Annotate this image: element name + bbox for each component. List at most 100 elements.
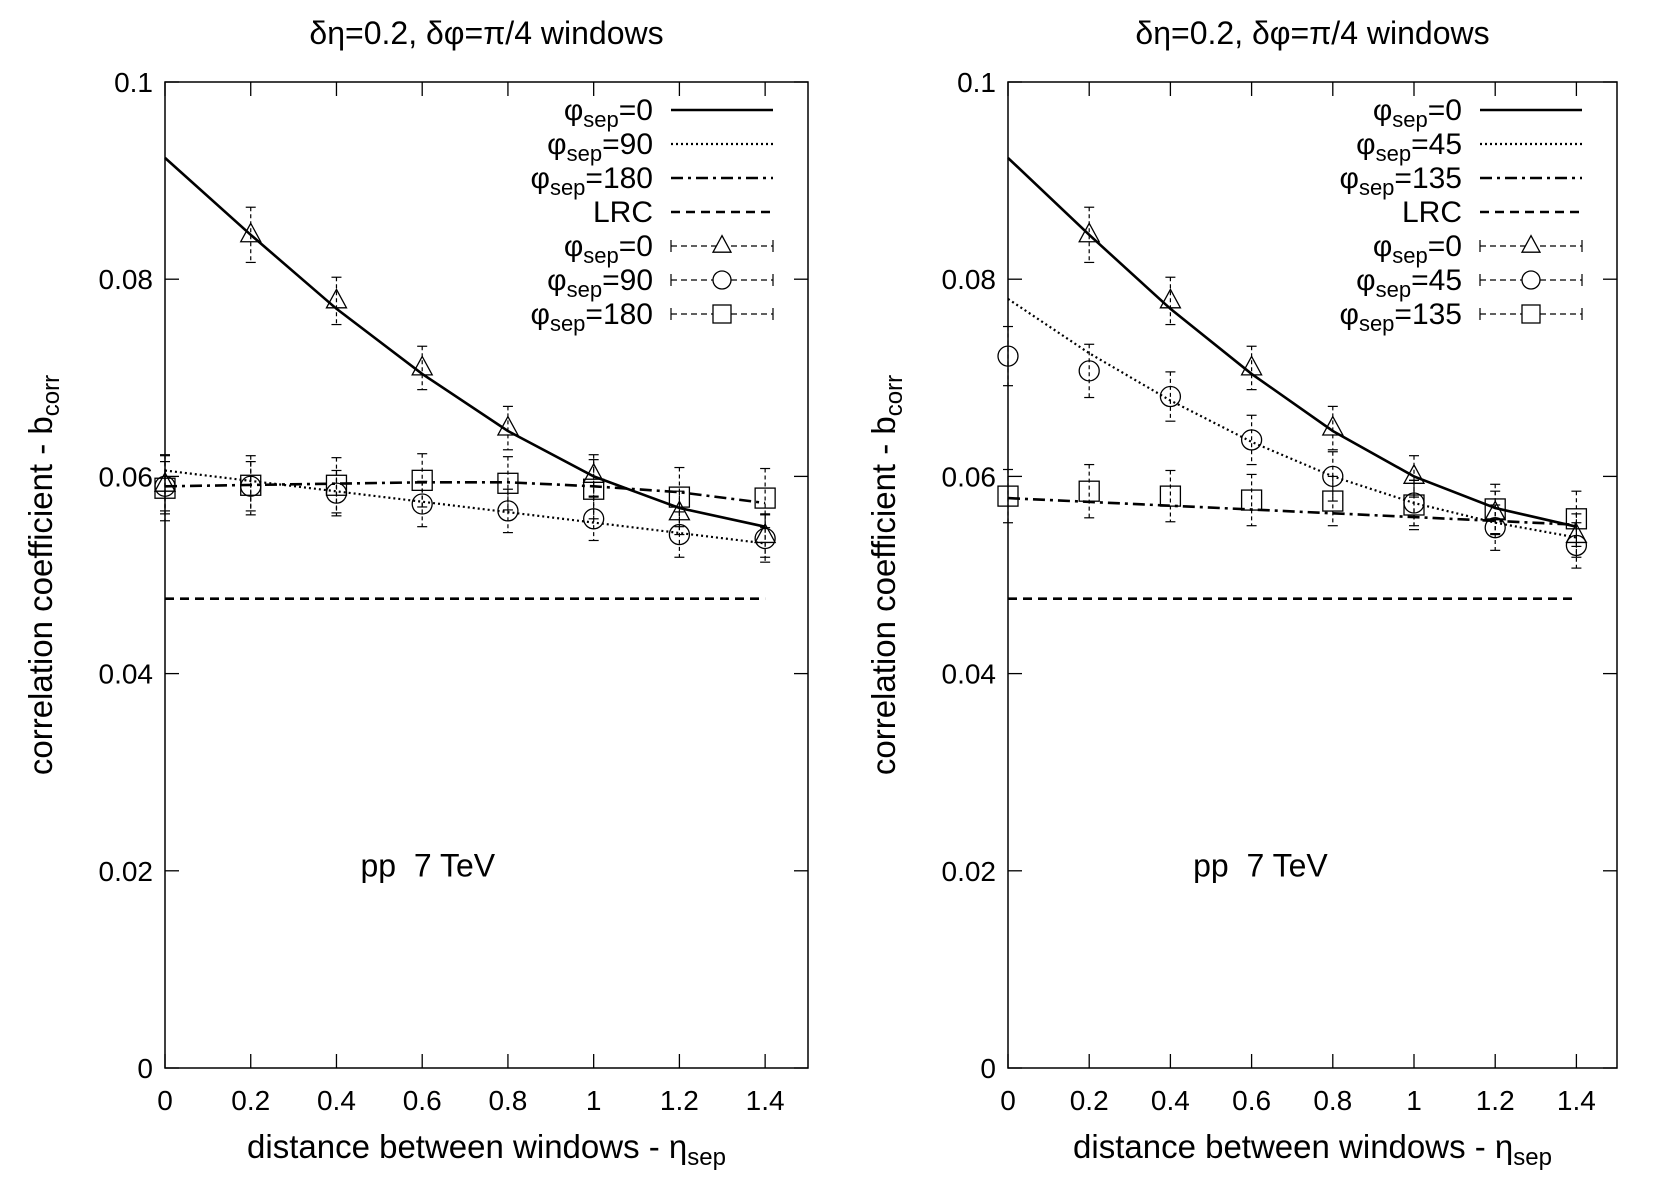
data-point-circle [1159,385,1182,408]
y-tick-label: 0 [980,1053,996,1084]
x-tick-label: 1.2 [660,1085,699,1116]
legend-label: φsep=0 [1373,94,1462,132]
y-tick-label: 0.04 [99,659,154,690]
data-series-1 [997,325,1588,569]
data-point-triangle [754,522,777,544]
data-point-circle [754,527,776,550]
legend-label: φsep=90 [547,128,653,166]
legend-marker-square [712,304,732,324]
x-tick-label: 1.2 [1476,1085,1515,1116]
x-tick-label: 0.2 [1070,1085,1109,1116]
data-point-square [411,469,433,491]
x-axis-label: distance between windows - ηsep [247,1128,726,1171]
data-point-circle [411,493,433,515]
x-tick-label: 1.4 [746,1085,785,1116]
x-tick-label: 0.6 [1232,1085,1271,1116]
plot-frame [1007,81,1618,1069]
legend-label: φsep=0 [564,230,653,268]
y-tick-label: 0.08 [99,264,154,295]
fit-curve-1 [1007,297,1577,539]
data-point-circle [1484,517,1506,539]
legend-label: φsep=180 [530,298,653,336]
data-point-triangle [1078,221,1101,243]
legend-marker-square [1521,304,1541,324]
data-point-triangle [239,221,262,243]
data-point-square [325,474,348,496]
annotation-text: pp 7 TeV [360,848,495,884]
data-series-2 [997,463,1588,548]
annotation-text: pp 7 TeV [1193,848,1328,884]
legend-label: φsep=135 [1339,162,1462,200]
data-point-circle [997,345,1019,367]
y-tick-label: 0.06 [942,461,997,492]
data-point-square [1565,508,1588,530]
legend-label: φsep=45 [1356,128,1462,166]
x-tick-label: 0 [1000,1085,1016,1116]
x-tick-label: 0.8 [1313,1085,1352,1116]
y-tick-label: 0.04 [942,659,997,690]
x-tick-label: 0.4 [317,1085,356,1116]
data-point-triangle [325,288,348,309]
x-tick-label: 1.4 [1557,1085,1596,1116]
fit-curve-0 [1007,156,1577,528]
y-axis-label: correlation coefficient - bcorr [865,375,908,775]
data-point-square [1403,494,1425,516]
x-tick-label: 0.6 [403,1085,442,1116]
x-tick-label: 1 [586,1085,602,1116]
data-point-square [240,474,262,496]
legend-label: φsep=135 [1339,298,1462,336]
y-tick-label: 0.02 [942,856,997,887]
y-axis-label: correlation coefficient - bcorr [22,375,65,775]
x-tick-label: 0.4 [1151,1085,1190,1116]
data-series-0 [1078,206,1588,558]
data-point-square [1322,490,1344,512]
legend-label: LRC [593,196,653,229]
legend-label: φsep=45 [1356,264,1462,302]
data-point-triangle [1321,415,1344,436]
data-point-circle [1240,429,1263,451]
fit-curve-2 [164,480,766,505]
data-point-square [1240,489,1263,511]
data-point-square [1484,498,1506,520]
data-point-square [1159,485,1182,507]
x-tick-label: 0 [157,1085,173,1116]
legend-marker-triangle [1520,234,1542,253]
fit-curve-2 [1007,496,1577,526]
chart-panel-left: 0 0.2 0.4 0.6 0.8 1 1.2 1.4 0 0.02 0.04 0.06 0.08 0.1… [22,15,809,1171]
fit-curve-0 [164,156,766,528]
data-point-square [754,487,776,509]
y-tick-label: 0.1 [957,67,996,98]
data-series-2 [154,453,776,529]
chart-title: δη=0.2, δφ=π/4 windows [1135,15,1489,51]
legend: φsep=0φsep=90φsep=180LRCφsep=0φsep=90φse… [530,94,774,336]
data-point-triangle [1240,355,1263,376]
legend-label: φsep=90 [547,264,653,302]
legend: φsep=0φsep=45φsep=135LRCφsep=0φsep=45φse… [1339,94,1583,336]
y-tick-label: 0.08 [942,264,997,295]
legend-label: φsep=0 [564,94,653,132]
plot-frame [164,81,809,1069]
legend-marker-triangle [711,234,733,253]
legend-label: φsep=0 [1373,230,1462,268]
data-point-triangle [1159,288,1182,309]
y-tick-label: 0 [137,1053,153,1084]
data-series-1 [154,461,776,563]
data-point-square [997,485,1019,507]
y-tick-label: 0.06 [99,461,154,492]
data-point-square [668,486,691,508]
data-point-square [583,478,605,500]
x-axis-label: distance between windows - ηsep [1073,1128,1552,1171]
chart-panel-right: 0 0.2 0.4 0.6 0.8 1 1.2 1.4 0 0.02 0.04 0.06 0.08 0.1… [865,15,1618,1171]
x-tick-label: 1 [1406,1085,1422,1116]
fit-curve-1 [164,469,766,545]
data-point-square [1078,480,1100,502]
chart-title: δη=0.2, δφ=π/4 windows [309,15,663,51]
data-point-square [497,472,519,494]
data-point-circle [1078,360,1100,382]
data-point-triangle [496,415,520,436]
legend-label: LRC [1402,196,1462,229]
y-tick-label: 0.1 [114,67,153,98]
legend-marker-circle [1521,270,1541,290]
x-tick-label: 0.8 [488,1085,527,1116]
